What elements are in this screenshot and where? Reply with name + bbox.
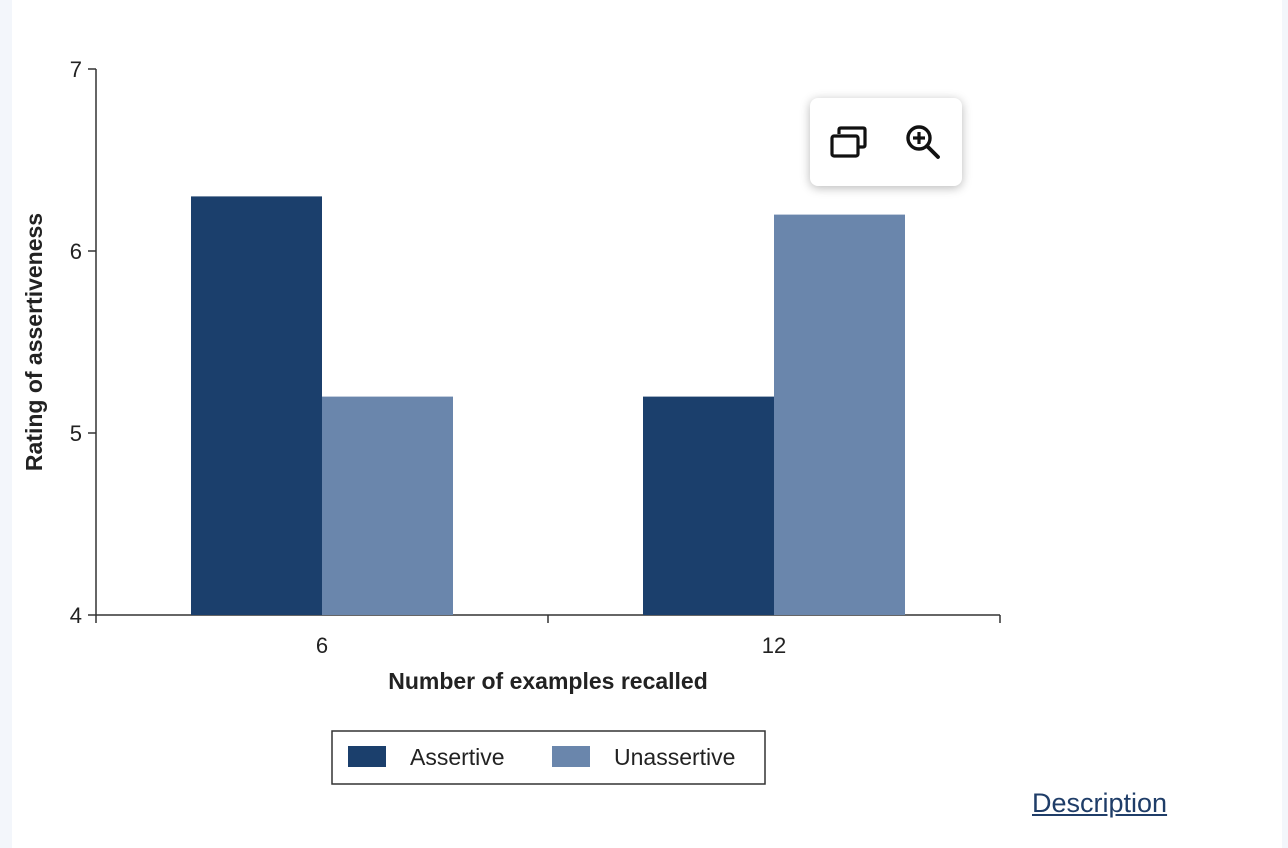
bar-assertive-12 — [643, 396, 774, 615]
bar-unassertive-6 — [322, 396, 453, 615]
x-tick-label: 6 — [316, 633, 328, 658]
x-axis: 6 12 — [95, 614, 1001, 658]
gallery-button[interactable] — [826, 119, 872, 165]
y-tick-label: 6 — [70, 239, 82, 264]
bars — [191, 196, 905, 615]
bar-unassertive-12 — [774, 214, 905, 615]
legend: Assertive Unassertive — [331, 730, 766, 785]
zoom-in-icon — [906, 125, 940, 159]
y-axis-title: Rating of assertiveness — [21, 213, 47, 471]
y-tick-label: 4 — [70, 603, 82, 628]
bar-assertive-6 — [191, 196, 322, 615]
bar-chart: 4 5 6 7 6 12 Rating of assertiveness Number … — [21, 57, 1001, 785]
gallery-icon — [830, 126, 867, 158]
legend-swatch-unassertive — [552, 746, 590, 767]
legend-box — [331, 730, 766, 785]
y-tick-label: 7 — [70, 57, 82, 82]
image-toolbar — [810, 98, 962, 186]
legend-swatch-assertive — [348, 746, 386, 767]
legend-label-unassertive: Unassertive — [614, 744, 735, 770]
x-tick-label: 12 — [762, 633, 786, 658]
page: 4 5 6 7 6 12 Rating of assertiveness Number … — [12, 0, 1282, 848]
zoom-in-button[interactable] — [900, 119, 946, 165]
y-axis: 4 5 6 7 — [70, 57, 97, 628]
description-link[interactable]: Description — [1032, 788, 1168, 818]
y-tick-label: 5 — [70, 421, 82, 446]
legend-label-assertive: Assertive — [410, 744, 505, 770]
x-axis-title: Number of examples recalled — [388, 668, 708, 694]
